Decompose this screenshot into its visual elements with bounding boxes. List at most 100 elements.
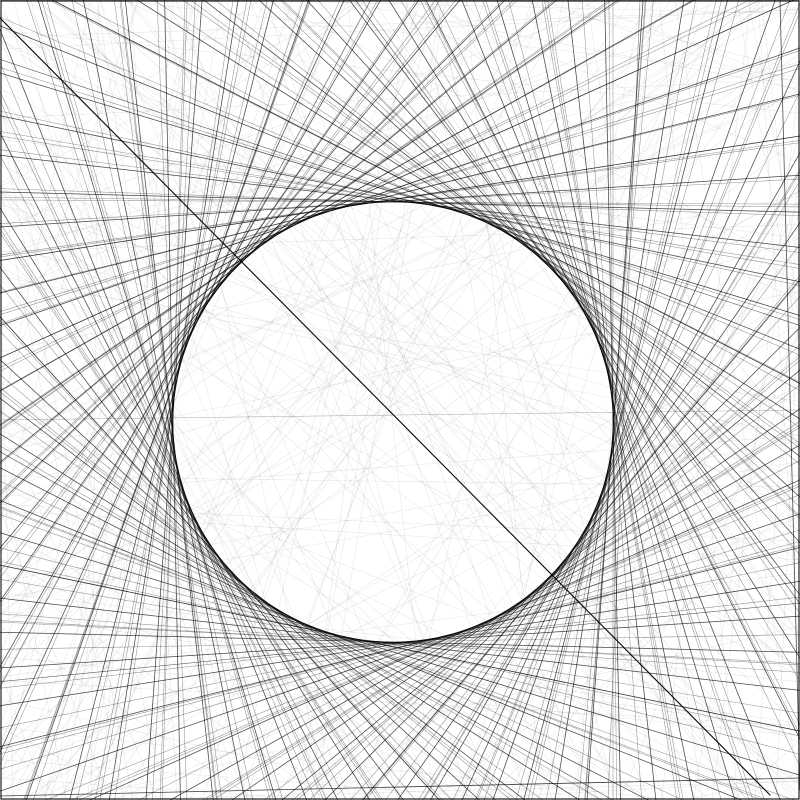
light-chord-line — [0, 275, 800, 436]
light-chord-line — [281, 0, 553, 800]
light-chord-line — [431, 519, 800, 800]
light-chord-line — [0, 0, 362, 313]
light-chord-line — [20, 322, 800, 800]
light-chord-line — [436, 780, 800, 800]
medium-tangent-line — [418, 180, 800, 800]
light-chord-line — [0, 190, 800, 625]
medium-tangent-line — [400, 0, 800, 682]
strong-tangent-line — [0, 0, 558, 463]
medium-tangent-line — [0, 59, 800, 326]
light-chord-line — [37, 391, 800, 800]
light-chord-line — [748, 0, 800, 273]
light-chord-line — [333, 244, 800, 800]
strong-tangent-line — [523, 0, 728, 800]
strong-tangent-line — [430, 152, 800, 800]
light-chord-line — [0, 0, 274, 655]
strong-tangent-line — [136, 0, 800, 420]
light-chord-line — [0, 699, 434, 800]
light-chord-line — [0, 190, 800, 612]
light-chord-line — [0, 201, 800, 708]
light-chord-line — [0, 777, 322, 800]
light-chord-line — [99, 0, 174, 800]
light-chord-line — [96, 0, 222, 800]
medium-tangent-line — [76, 0, 268, 800]
strong-tangent-line — [0, 132, 339, 800]
light-chord-line — [693, 175, 800, 800]
light-chord-line — [0, 440, 800, 582]
strong-tangent-line — [0, 115, 800, 283]
light-chord-line — [81, 0, 742, 800]
light-chord-line — [0, 0, 775, 496]
light-chord-line — [244, 0, 533, 800]
medium-tangent-line — [423, 168, 800, 800]
medium-tangent-line — [0, 154, 347, 800]
light-chord-line — [0, 8, 800, 50]
light-chord-line — [165, 0, 600, 800]
strong-tangent-line — [0, 72, 800, 316]
light-chord-line — [0, 84, 800, 663]
strong-tangent-line — [0, 546, 800, 748]
light-chord-line — [0, 475, 800, 488]
medium-tangent-line — [0, 100, 328, 800]
medium-tangent-line — [0, 222, 378, 800]
light-chord-line — [190, 0, 486, 800]
right-slanted-line — [779, 0, 800, 791]
light-chord-line — [422, 0, 560, 800]
light-chord-line — [431, 0, 664, 800]
medium-tangent-line — [0, 135, 800, 265]
light-chord-line — [0, 118, 134, 800]
long-diagonal-line — [0, 17, 771, 796]
light-chord-line — [265, 0, 528, 800]
strong-tangent-line — [554, 0, 685, 800]
strong-tangent-line — [397, 222, 800, 800]
light-chord-line — [86, 0, 440, 800]
light-chord-line — [0, 0, 261, 185]
vertical-through-line — [607, 0, 641, 800]
medium-tangent-line — [0, 514, 795, 800]
medium-tangent-line — [0, 131, 800, 269]
light-chord-line — [249, 0, 598, 800]
light-chord-line — [0, 412, 774, 800]
light-chord-line — [0, 53, 800, 608]
medium-tangent-line — [0, 0, 761, 369]
light-chord-line — [82, 0, 401, 800]
strong-tangent-line — [231, 408, 800, 800]
light-chord-line — [0, 88, 800, 515]
light-chord-line — [202, 0, 439, 800]
light-chord-line — [0, 0, 368, 238]
medium-tangent-line — [0, 507, 768, 800]
light-chord-line — [55, 0, 749, 800]
light-chord-line — [463, 214, 800, 800]
light-chord-line — [0, 188, 388, 800]
strong-tangent-line — [0, 500, 742, 800]
light-chord-line — [0, 258, 249, 800]
light-chord-line — [0, 191, 800, 503]
light-chord-line — [99, 0, 434, 800]
medium-tangent-line — [114, 0, 223, 800]
light-chord-line — [25, 0, 800, 562]
light-chord-line — [99, 0, 321, 800]
light-chord-line — [13, 0, 233, 800]
light-chord-line — [733, 740, 800, 800]
light-chord-line — [0, 510, 800, 561]
light-chord-line — [234, 0, 469, 800]
medium-tangent-line — [0, 50, 800, 325]
light-chord-line — [0, 232, 14, 800]
light-chord-line — [0, 186, 800, 668]
medium-tangent-line — [515, 0, 740, 800]
strong-tangent-line — [0, 135, 800, 261]
bottom-slanted-line — [0, 777, 800, 797]
light-chord-line — [9, 0, 450, 800]
light-chord-line — [757, 0, 800, 678]
medium-tangent-line — [0, 0, 372, 687]
light-chord-line — [0, 78, 800, 119]
strong-tangent-line — [0, 397, 526, 800]
medium-tangent-line — [0, 59, 800, 326]
medium-tangent-line — [452, 91, 800, 800]
medium-tangent-line — [41, 0, 274, 800]
medium-tangent-line — [0, 62, 316, 800]
light-chord-line — [131, 0, 178, 800]
light-chord-line — [0, 138, 800, 239]
light-chord-line — [282, 0, 651, 800]
